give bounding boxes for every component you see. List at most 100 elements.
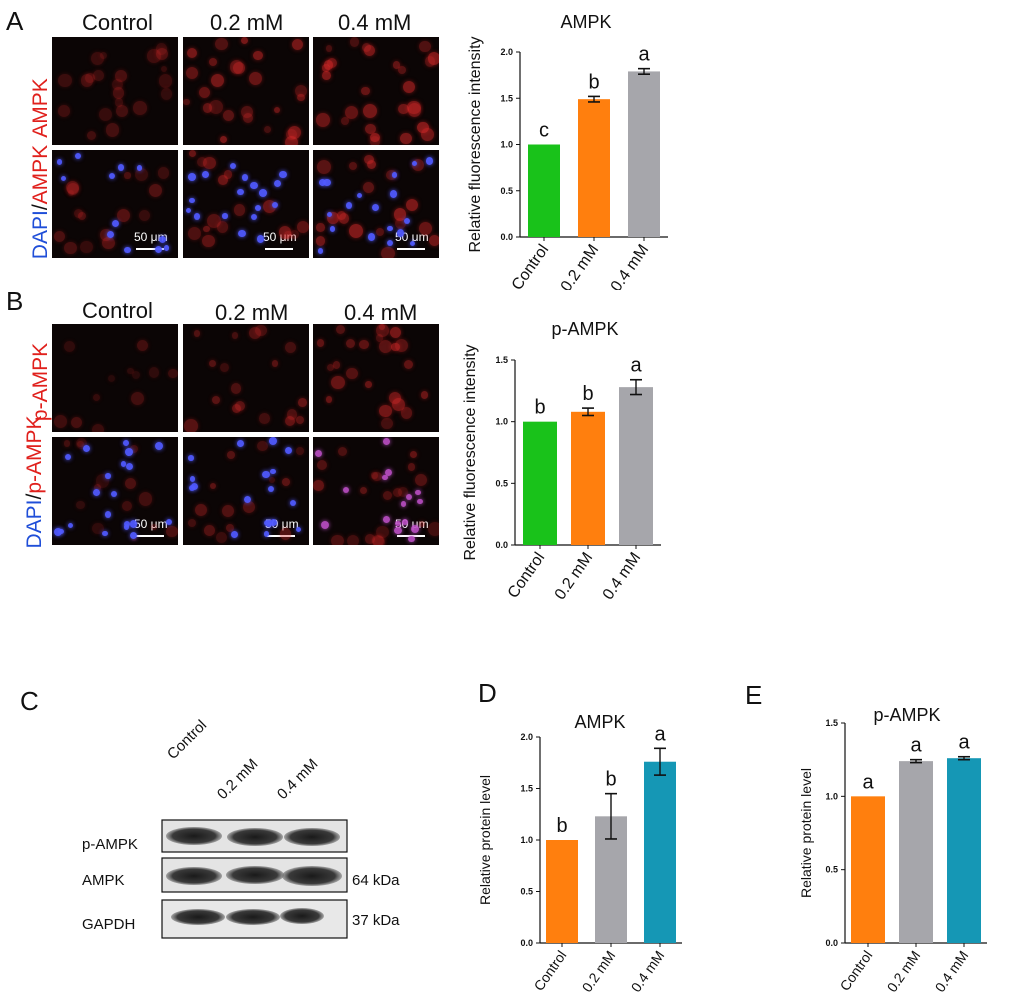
cell-red (161, 88, 173, 100)
cell-nucleus (417, 498, 423, 505)
cell-red (338, 447, 348, 457)
y-tick-label: 0.5 (500, 186, 513, 196)
cell-nucleus (321, 521, 329, 530)
cell-nucleus (383, 438, 390, 445)
cell-red (363, 44, 375, 56)
micrograph-dapi-ampk-0-4mm: 50 μm (313, 150, 439, 258)
bar-0-4-mm (628, 71, 660, 237)
cell-nucleus (317, 248, 324, 254)
significance-label: b (534, 397, 545, 419)
micrograph-ampk-control (52, 37, 178, 145)
cell-nucleus (107, 230, 115, 238)
cell-red (223, 170, 233, 179)
cell-red (398, 486, 408, 497)
significance-label: a (654, 723, 666, 745)
cell-red (403, 360, 413, 370)
western-blot (161, 819, 348, 939)
cell-nucleus (241, 174, 249, 181)
cell-red (344, 105, 358, 119)
cell-red (91, 52, 104, 65)
cell-red (231, 331, 239, 339)
cell-red (225, 524, 234, 532)
cell-red (373, 536, 386, 545)
cell-red (371, 534, 385, 545)
panel-letter-b: B (6, 286, 24, 316)
cell-red (155, 42, 168, 55)
cell-red (219, 135, 228, 144)
cell-nucleus (250, 213, 258, 221)
cell-red (371, 472, 378, 479)
cell-nucleus (296, 527, 302, 533)
blot-band (226, 909, 280, 925)
column-header-control: Control (82, 10, 153, 35)
cell-nucleus (393, 526, 402, 535)
cell-nucleus (154, 245, 163, 254)
bar-control (546, 840, 578, 943)
blot-band (166, 867, 222, 885)
cell-red (295, 446, 304, 455)
cell-nucleus (255, 205, 262, 211)
cell-red (98, 107, 113, 122)
cell-red (112, 79, 123, 90)
y-tick-label: 2.0 (520, 732, 533, 742)
cell-red (93, 70, 105, 81)
blot-band (284, 828, 340, 846)
cell-red (294, 85, 307, 98)
column-header-0-4mm: 0.4 mM (338, 10, 412, 35)
cell-red (64, 341, 76, 353)
cell-nucleus (238, 229, 246, 237)
cell-red (216, 221, 229, 233)
cell-red (284, 231, 293, 240)
cell-red (286, 409, 298, 420)
cell-red (331, 375, 345, 390)
cell-red (189, 150, 197, 158)
scale-bar (267, 535, 295, 537)
cell-nucleus (243, 496, 251, 504)
panel-letter-c: C (20, 686, 39, 716)
cell-red (370, 132, 380, 143)
y-axis-label: Relative protein level (477, 775, 493, 905)
y-tick-label: 1.5 (520, 784, 533, 794)
cell-red (100, 52, 107, 59)
cell-red (80, 74, 94, 87)
chart-ampk-fluorescence: AMPK Relative fluorescence intensity 0.0 0.… (467, 12, 668, 290)
cell-red (409, 451, 417, 459)
significance-label: b (588, 71, 599, 93)
significance-label: a (958, 732, 970, 754)
cell-red (92, 522, 104, 535)
cell-red (210, 74, 224, 88)
cell-red (400, 132, 412, 145)
cell-red (203, 225, 210, 232)
cell-red (336, 324, 346, 334)
cell-red (252, 50, 263, 61)
chart-p-ampk-protein: p-AMPK Relative protein level 0.0 0.5 1.0 1.5… (798, 705, 987, 995)
y-axis-label: Relative protein level (798, 768, 814, 898)
x-tick-label: 0.4 mM (932, 948, 972, 995)
cell-red (248, 72, 263, 86)
cell-red (394, 338, 409, 353)
cell-red (398, 103, 409, 115)
cell-red (114, 69, 127, 82)
cell-red (138, 209, 151, 222)
cell-nucleus (102, 530, 108, 536)
cell-red (86, 130, 97, 141)
cell-red (209, 360, 217, 368)
cell-red (53, 231, 65, 243)
cell-red (288, 125, 302, 139)
cell-red (188, 226, 202, 240)
cell-red (168, 368, 178, 379)
cell-red (186, 48, 197, 58)
cell-red (364, 154, 374, 165)
cell-red (76, 500, 86, 510)
cell-red (149, 183, 163, 197)
cell-nucleus (403, 217, 411, 224)
significance-label: a (630, 355, 642, 377)
cell-nucleus (412, 161, 418, 167)
cell-red (284, 342, 297, 354)
bar-control (851, 796, 885, 943)
cell-nucleus (408, 535, 415, 543)
cell-red (114, 98, 124, 108)
x-tick-label: Control (530, 948, 569, 994)
significance-label: b (556, 815, 567, 837)
cell-red (345, 338, 356, 349)
